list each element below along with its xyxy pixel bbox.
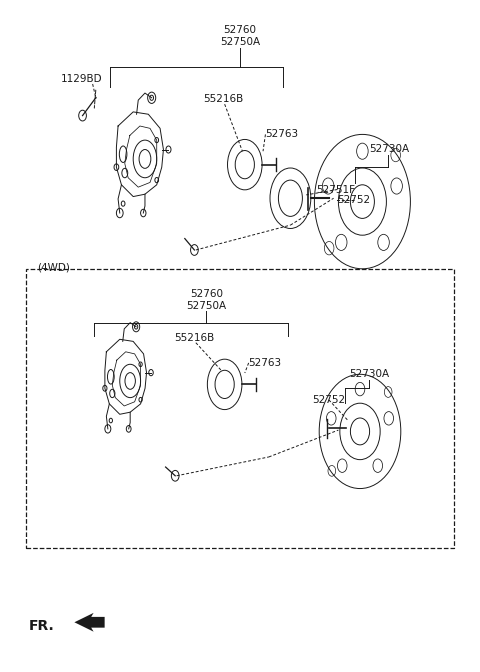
Circle shape xyxy=(191,245,198,255)
Text: 55216B: 55216B xyxy=(174,333,215,343)
Text: 52730A: 52730A xyxy=(349,370,390,379)
Text: 52750A: 52750A xyxy=(220,38,260,47)
Text: 52730A: 52730A xyxy=(369,144,409,154)
Text: (4WD): (4WD) xyxy=(37,263,70,273)
Text: 52760: 52760 xyxy=(224,26,256,35)
Text: FR.: FR. xyxy=(29,620,55,633)
Text: 52763: 52763 xyxy=(249,358,282,368)
Text: 1129BD: 1129BD xyxy=(61,75,102,84)
Text: 52751F: 52751F xyxy=(316,185,356,194)
Circle shape xyxy=(79,110,86,121)
Text: 52752: 52752 xyxy=(312,395,346,405)
Text: 52760: 52760 xyxy=(190,290,223,299)
Text: 52763: 52763 xyxy=(265,130,299,139)
Text: 52752: 52752 xyxy=(337,195,371,204)
Circle shape xyxy=(171,470,179,481)
Text: 52750A: 52750A xyxy=(186,301,227,310)
Text: 55216B: 55216B xyxy=(203,95,243,104)
Polygon shape xyxy=(74,613,105,632)
